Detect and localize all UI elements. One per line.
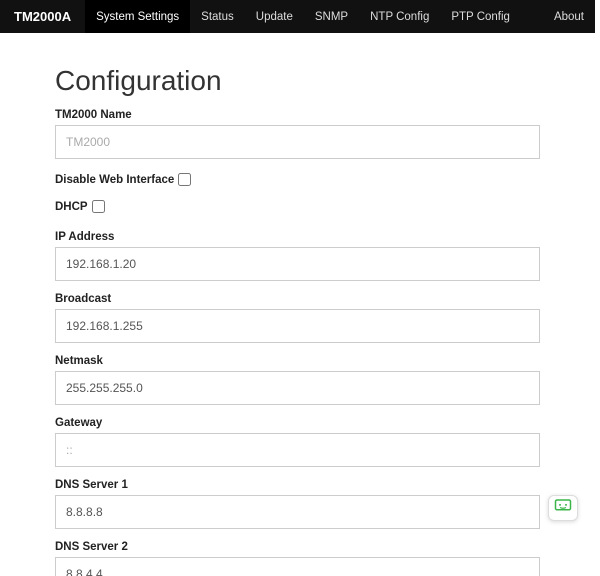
nav-ntp-config[interactable]: NTP Config: [359, 0, 440, 33]
nav-ptp-config[interactable]: PTP Config: [440, 0, 521, 33]
dhcp-checkbox[interactable]: [92, 200, 105, 213]
chat-icon: [554, 498, 572, 519]
disable-web-checkbox[interactable]: [178, 173, 191, 186]
netmask-label: Netmask: [55, 355, 540, 367]
dns2-input[interactable]: [55, 557, 540, 576]
disable-web-row: Disable Web Interface: [55, 173, 540, 186]
page-scroll[interactable]: TM2000A System Settings Status Update SN…: [0, 0, 595, 576]
netmask-input[interactable]: [55, 371, 540, 405]
dhcp-row: DHCP: [55, 200, 540, 213]
gateway-label: Gateway: [55, 417, 540, 429]
nav-status[interactable]: Status: [190, 0, 245, 33]
disable-web-label: Disable Web Interface: [55, 174, 174, 186]
broadcast-input[interactable]: [55, 309, 540, 343]
nav-update[interactable]: Update: [245, 0, 304, 33]
form-container: Configuration TM2000 Name Disable Web In…: [0, 33, 595, 576]
dns2-label: DNS Server 2: [55, 541, 540, 553]
chat-widget[interactable]: [548, 495, 578, 521]
brand[interactable]: TM2000A: [0, 0, 85, 33]
dns1-input[interactable]: [55, 495, 540, 529]
page-title: Configuration: [55, 65, 540, 97]
dns1-label: DNS Server 1: [55, 479, 540, 491]
navbar: TM2000A System Settings Status Update SN…: [0, 0, 595, 33]
nav-items: System Settings Status Update SNMP NTP C…: [85, 0, 595, 33]
name-input[interactable]: [55, 125, 540, 159]
broadcast-label: Broadcast: [55, 293, 540, 305]
dhcp-label: DHCP: [55, 201, 88, 213]
ip-input[interactable]: [55, 247, 540, 281]
gateway-input[interactable]: [55, 433, 540, 467]
nav-about[interactable]: About: [543, 0, 595, 33]
ip-label: IP Address: [55, 231, 540, 243]
name-label: TM2000 Name: [55, 109, 540, 121]
nav-snmp[interactable]: SNMP: [304, 0, 359, 33]
nav-system-settings[interactable]: System Settings: [85, 0, 190, 33]
